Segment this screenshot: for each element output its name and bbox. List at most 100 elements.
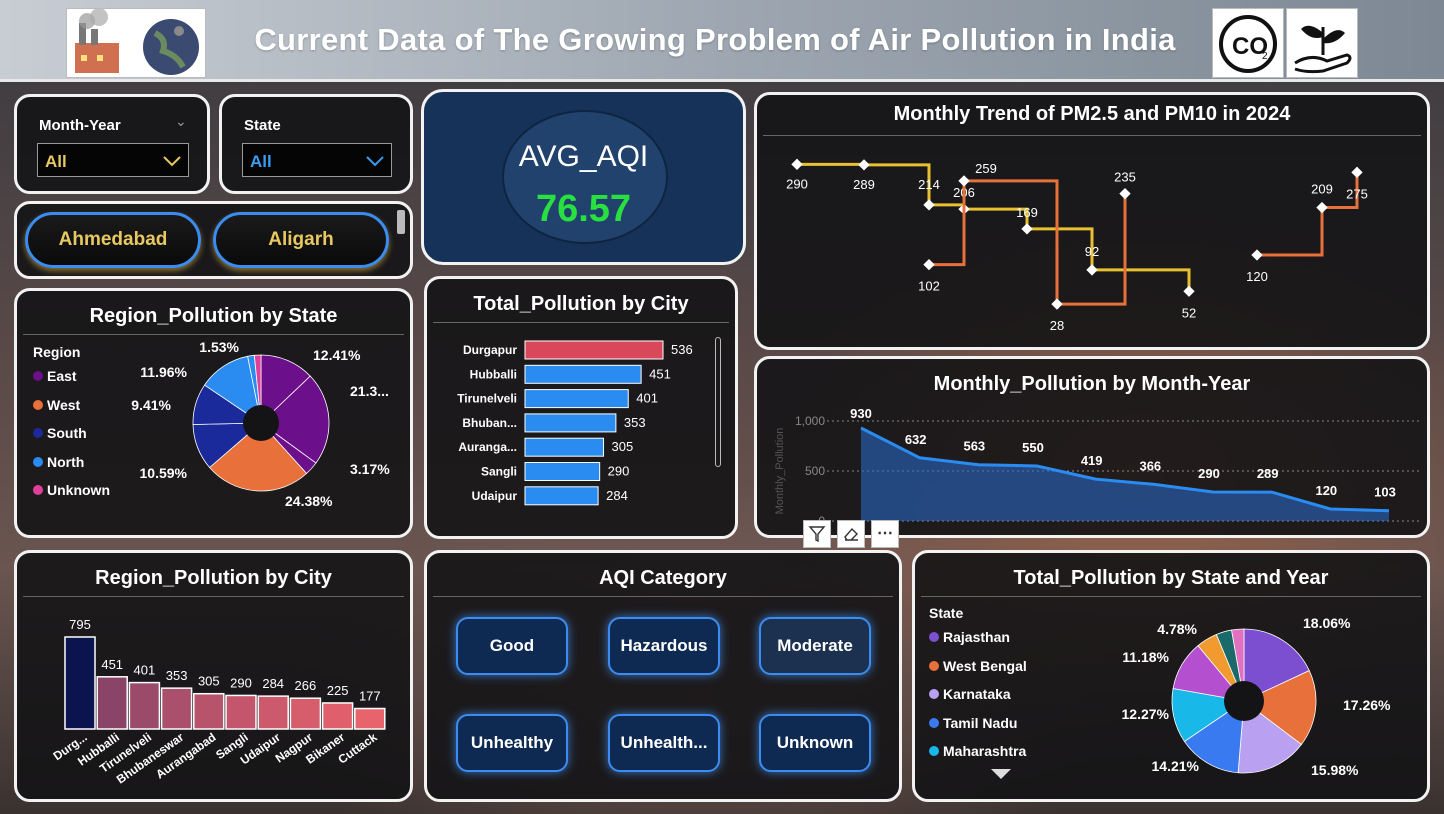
data-point-marker[interactable]: [1351, 166, 1363, 178]
co2-icon: CO 2: [1219, 15, 1277, 73]
data-label: 451: [649, 366, 671, 381]
bar[interactable]: [193, 692, 225, 730]
legend-swatch: [33, 485, 43, 495]
bar[interactable]: [96, 676, 128, 730]
legend-more-icon[interactable]: [991, 769, 1011, 779]
kpi-label: AVG_AQI: [518, 140, 649, 173]
bar[interactable]: [524, 364, 642, 384]
category-label: Durgapur: [463, 343, 517, 357]
divider: [433, 322, 729, 323]
legend-swatch: [929, 660, 939, 671]
bar[interactable]: [160, 687, 193, 730]
data-point-marker[interactable]: [791, 158, 803, 170]
state-dropdown[interactable]: All: [242, 143, 392, 177]
pie-data-label: 14.21%: [1152, 758, 1200, 774]
more-options-icon[interactable]: ⋯: [871, 520, 899, 548]
data-label: 305: [198, 674, 220, 689]
pie-slice[interactable]: [1237, 700, 1302, 774]
co2-text: CO: [1232, 33, 1268, 60]
legend-swatch: [33, 399, 43, 410]
bar[interactable]: [128, 681, 161, 730]
data-label: 259: [975, 161, 997, 176]
plant-hand-icon: [1294, 25, 1352, 74]
data-label: 305: [612, 439, 634, 454]
data-point-marker[interactable]: [1086, 264, 1098, 276]
aqi-unknown-button[interactable]: Unknown: [759, 714, 871, 772]
pie-data-label: 9.41%: [131, 397, 171, 413]
data-label: 401: [134, 663, 156, 678]
data-label: 353: [166, 668, 188, 683]
category-label: Sangli: [481, 465, 517, 479]
legend-swatch: [929, 632, 939, 642]
data-label: 563: [963, 439, 985, 454]
chart-scrollbar[interactable]: [715, 337, 721, 467]
region-legend-item: South: [33, 425, 87, 441]
data-point-marker[interactable]: [1119, 188, 1131, 200]
chevron-down-icon[interactable]: ⌄: [175, 113, 187, 129]
series-line[interactable]: [1257, 172, 1359, 257]
data-label: 209: [1311, 182, 1333, 197]
pie-slice[interactable]: [260, 375, 330, 464]
bar[interactable]: [64, 636, 96, 730]
month-year-label: Month-Year: [39, 117, 121, 134]
data-point-marker[interactable]: [923, 258, 935, 271]
aqi-good-button[interactable]: Good: [456, 617, 568, 675]
pie-slice[interactable]: [1243, 628, 1310, 702]
data-label: 235: [1114, 170, 1136, 185]
data-point-marker[interactable]: [1251, 249, 1263, 261]
aqi-unhealthy-button[interactable]: Unhealthy: [456, 714, 568, 772]
city-bar-plot: Durgapur 536 Hubballi 451 Tirunelveli 401 Bhub…: [457, 340, 693, 506]
bar[interactable]: [289, 697, 322, 730]
data-point-marker[interactable]: [858, 159, 870, 171]
bar[interactable]: [321, 702, 354, 730]
region-by-state-chart: Region_Pollution by State Region East Wes…: [14, 288, 413, 538]
legend-swatch: [33, 456, 43, 467]
monthly-trend-chart: Monthly Trend of PM2.5 and PM10 in 2024 …: [754, 92, 1430, 350]
bar[interactable]: [354, 707, 386, 730]
pie-slice[interactable]: [1183, 700, 1245, 774]
bar[interactable]: [524, 462, 601, 481]
data-label: 177: [359, 689, 381, 704]
pie-data-label: 17.26%: [1343, 697, 1391, 713]
pie-slice[interactable]: [260, 354, 311, 424]
aqi-moderate-button[interactable]: Moderate: [759, 617, 871, 675]
aqi-unhealthy-sensitive-button[interactable]: Unhealth...: [608, 714, 720, 772]
data-point-marker[interactable]: [923, 199, 935, 211]
series-line[interactable]: [860, 426, 1390, 513]
data-point-marker[interactable]: [1183, 285, 1195, 297]
bar[interactable]: [225, 694, 257, 730]
bar[interactable]: [524, 389, 629, 409]
legend-label: Karnataka: [943, 686, 1011, 702]
series-line[interactable]: [929, 179, 1127, 306]
pie-data-label: 11.96%: [140, 364, 187, 380]
divider: [921, 596, 1421, 597]
data-point-marker[interactable]: [1021, 223, 1033, 235]
bar[interactable]: [524, 437, 605, 457]
data-label: 225: [327, 683, 349, 698]
legend-swatch: [929, 689, 939, 699]
pie-slice[interactable]: [209, 422, 308, 492]
city-button-aligarh[interactable]: Aligarh: [213, 212, 389, 268]
chart-title: Total_Pollution by City: [473, 293, 689, 315]
pie-slice[interactable]: [1243, 670, 1317, 746]
pie-data-label: 21.3...: [350, 383, 389, 399]
data-point-marker[interactable]: [1051, 298, 1063, 310]
filter-icon[interactable]: [803, 520, 831, 548]
data-label: 289: [853, 177, 875, 192]
data-label: 102: [918, 279, 940, 294]
divider: [433, 596, 893, 597]
bar[interactable]: [524, 486, 599, 506]
bar[interactable]: [257, 695, 289, 730]
bar[interactable]: [524, 340, 664, 360]
data-label: 795: [69, 617, 91, 632]
aqi-hazardous-button[interactable]: Hazardous: [608, 617, 720, 675]
state-pie: 18.06% 17.26% 15.98% 14.21% 12.27% 11.18% 4.78…: [1122, 615, 1392, 778]
month-year-dropdown[interactable]: All: [37, 143, 189, 177]
city-slicer-scrollbar[interactable]: [397, 210, 405, 234]
city-button-ahmedabad[interactable]: Ahmedabad: [25, 212, 201, 268]
bar[interactable]: [524, 413, 617, 433]
eraser-icon[interactable]: [837, 520, 865, 548]
chart-title: AQI Category: [599, 567, 727, 589]
data-point-marker[interactable]: [1316, 201, 1328, 214]
